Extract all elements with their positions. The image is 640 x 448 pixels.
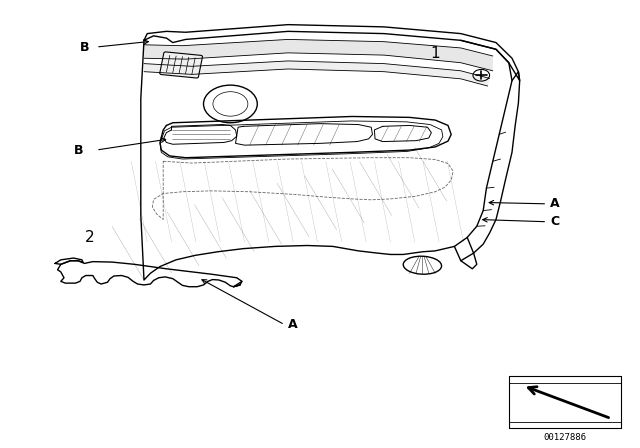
Text: B: B — [80, 40, 90, 54]
Text: 2: 2 — [84, 230, 95, 245]
Text: 1: 1 — [430, 46, 440, 61]
Polygon shape — [144, 61, 490, 86]
Polygon shape — [144, 39, 493, 71]
Text: A: A — [288, 318, 298, 332]
FancyBboxPatch shape — [160, 52, 202, 78]
Text: B: B — [74, 143, 83, 157]
Text: A: A — [550, 197, 560, 211]
Text: 00127886: 00127886 — [543, 433, 586, 442]
Text: C: C — [550, 215, 559, 228]
